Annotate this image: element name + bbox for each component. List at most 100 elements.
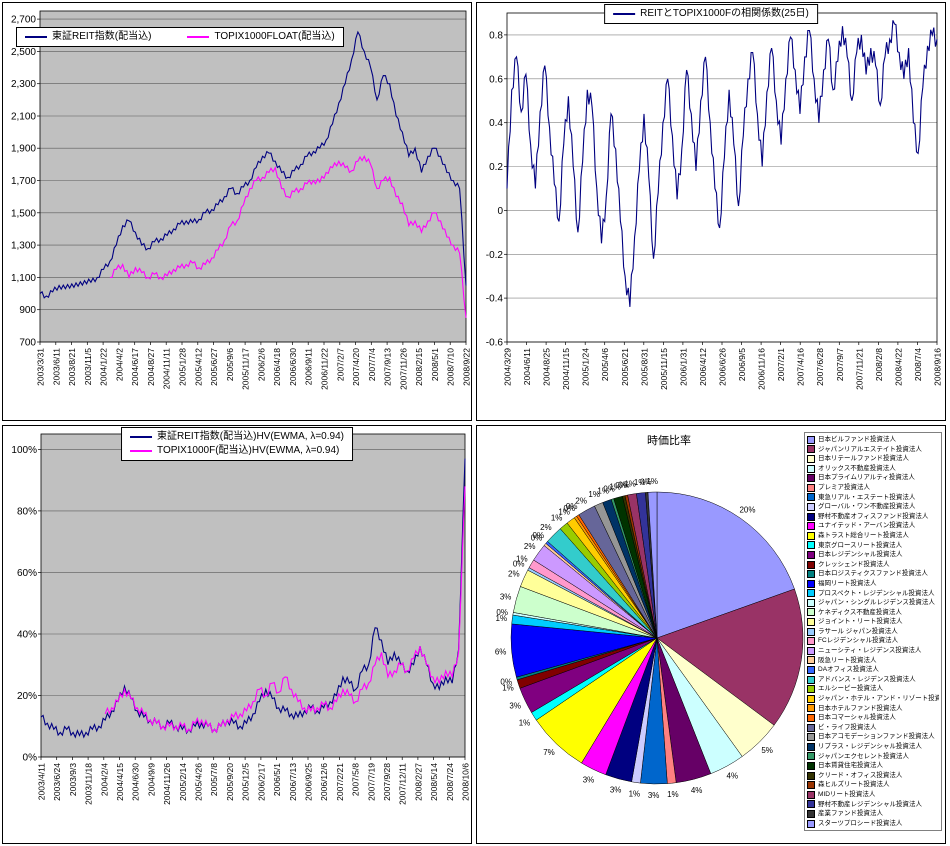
legend-item: 日本コマーシャル投資法人 (807, 713, 939, 723)
pie-label: 2% (508, 570, 520, 579)
x-tick-label: 2005/12/5 (241, 763, 251, 801)
pie-slice (656, 588, 804, 726)
legend-swatch (807, 570, 815, 579)
legend-label: ニューシティ・レジデンス投資法人 (818, 647, 922, 655)
x-tick-label: 2005/1/28 (178, 348, 188, 386)
legend-label: TOPIX1000F(配当込)HV(EWMA, λ=0.94) (157, 445, 340, 456)
legend-line-sample (130, 450, 153, 452)
pie-label: 0% (640, 477, 652, 486)
legend-swatch (807, 435, 815, 444)
x-tick-label: 2006/11/22 (320, 348, 330, 390)
x-tick-label: 2005/8/31 (639, 348, 649, 386)
y-tick-label: 1,700 (11, 176, 36, 187)
legend-item: ニューシティ・レジデンス投資法人 (807, 646, 939, 656)
pie-label: 1% (634, 478, 646, 487)
legend-label: リプラス・レジデンシャル投資法人 (818, 743, 922, 750)
x-tick-label: 2003/6/11 (51, 348, 61, 385)
legend-label: 東京グロースリート投資法人 (818, 541, 903, 549)
x-tick-label: 2006/4/18 (272, 348, 282, 386)
x-tick-label: 2003/3/31 (36, 348, 46, 386)
x-tick-label: 2005/9/6 (225, 348, 235, 381)
legend-swatch (807, 771, 815, 780)
pie-label: 1% (667, 790, 679, 799)
legend-item: REITとTOPIX1000Fの相関係数(25日) (613, 7, 809, 21)
legend-item: ジャパン・ホテル・アンド・リゾート投資法人 (807, 694, 939, 704)
legend-line-sample (187, 36, 210, 38)
legend-item: 東証REIT指数(配当込) (25, 30, 151, 44)
legend-swatch (807, 685, 815, 694)
correlation-plot: -0.6 -0.4 -0.2 0 0.2 0.4 0.6 0.8 2004/3/29 2004/6… (486, 12, 943, 390)
pie-label: 4% (727, 772, 739, 781)
x-tick-label: 2006/12/6 (319, 763, 329, 801)
legend-swatch (807, 531, 815, 540)
legend-item: 日本ホテルファンド投資法人 (807, 704, 939, 714)
legend-label: 野村不動産オフィスファンド投資法人 (818, 512, 929, 520)
pie-label: 1% (551, 513, 563, 522)
pie-label: 1% (646, 477, 658, 486)
legend-item: ジャパンエクセレント投資法人 (807, 752, 939, 762)
pie-slice (647, 491, 658, 639)
legend-label: プロスペクト・レジデンシャル投資法人 (818, 589, 935, 597)
legend-item: 日本リテールファンド投資法人 (807, 454, 939, 464)
x-tick-label: 2008/9/22 (462, 348, 472, 386)
legend-label: 野村不動産レジデンシャル投資法人 (818, 800, 922, 808)
legend-label: 日本レジデンシャル投資法人 (818, 551, 903, 559)
x-tick-label: 2006/6/30 (288, 348, 298, 386)
legend-label: 日本リテールファンド投資法人 (818, 455, 909, 463)
legend-item: ビ・ライフ投資法人 (807, 723, 939, 733)
x-tick-label: 2008/10/6 (461, 763, 471, 801)
x-tick-label: 2004/6/17 (130, 348, 140, 386)
legend-label: スターツプロシード投資法人 (818, 819, 903, 827)
legend-swatch (807, 589, 815, 598)
legend-swatch (807, 646, 815, 655)
y-tick-label: 1,500 (11, 208, 36, 219)
legend-label: ジャパンリアルエステイト投資法人 (818, 445, 922, 453)
x-tick-label: 2007/7/19 (366, 763, 376, 801)
legend-label: 森トラスト総合リート投資法人 (818, 531, 909, 539)
x-tick-label: 2008/5/14 (429, 763, 439, 801)
legend-swatch (807, 454, 815, 463)
pie-legend: 日本ビルファンド投資法人 ジャパンリアルエステイト投資法人 日本リテールファンド投資… (804, 432, 942, 832)
pie-label: 1% (516, 554, 528, 563)
pie-label: 1% (624, 479, 636, 488)
legend-label: TOPIX1000FLOAT(配当込) (214, 31, 335, 42)
legend-label: ジョイント・リート投資法人 (818, 618, 903, 626)
legend-item: 森ヒルズリート投資法人 (807, 780, 939, 790)
plot-border (39, 10, 467, 343)
pie-label: 0% (533, 531, 545, 540)
series-line (40, 458, 466, 739)
legend-item: 野村不動産オフィスファンド投資法人 (807, 512, 939, 522)
legend-item: 産業ファンド投資法人 (807, 809, 939, 819)
y-tick-label: 40% (17, 630, 37, 641)
pie-label: 2% (524, 542, 536, 551)
legend-label: エルシーピー投資法人 (818, 685, 883, 693)
x-tick-label: 2006/2/17 (256, 763, 266, 801)
x-tick-label: 2006/2/6 (256, 348, 266, 381)
pie-label: 0% (615, 481, 627, 490)
legend-swatch (807, 502, 815, 511)
y-tick-label: -0.4 (486, 294, 504, 305)
x-tick-label: 2007/11/21 (854, 348, 864, 390)
reit-index-plot: 700 900 1,100 1,300 1,500 1,700 1,900 2,100 2,30… (11, 10, 472, 390)
pie-label: 3% (610, 785, 622, 794)
legend-label: 森ヒルズリート投資法人 (818, 781, 890, 789)
pie-label: 0% (603, 485, 615, 494)
legend-line-sample (613, 13, 636, 15)
legend-item: 日本プライムリアルティ投資法人 (807, 473, 939, 483)
legend-swatch (807, 627, 815, 636)
pie-label: 3% (583, 775, 595, 784)
pie-label: 3% (648, 791, 660, 800)
x-tick-label: 2004/11/26 (162, 763, 172, 805)
x-tick-label: 2008/2/15 (414, 348, 424, 386)
x-tick-label: 2004/11/15 (561, 348, 571, 390)
legend-item: 東急リアル・エステート投資法人 (807, 493, 939, 503)
legend-item: ラサール ジャパン投資法人 (807, 627, 939, 637)
y-tick-label: 60% (17, 568, 37, 579)
y-tick-label: 2,500 (11, 47, 36, 58)
y-tick-label: 2,300 (11, 79, 36, 90)
x-tick-label: 2008/7/10 (446, 348, 456, 386)
legend-item: アドバンス・レジデンス投資法人 (807, 675, 939, 685)
legend-item: オリックス不動産投資法人 (807, 464, 939, 474)
legend-label: クレッシェンド投資法人 (818, 560, 890, 568)
